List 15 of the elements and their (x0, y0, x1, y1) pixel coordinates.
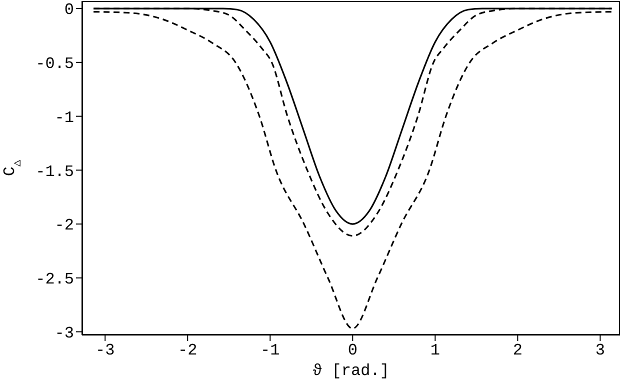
x-tick-label: -1 (260, 341, 280, 360)
x-tick-label: 1 (430, 341, 440, 360)
y-tick-label: -2 (54, 216, 74, 235)
y-tick-label: -1 (54, 108, 74, 127)
y-tick-label: -0.5 (36, 55, 74, 74)
x-axis-title: ϑ [rad.] (312, 362, 390, 380)
x-tick-label: 2 (512, 341, 522, 360)
x-tick-label: -2 (178, 341, 198, 360)
y-tick-label: 0 (64, 1, 74, 20)
y-tick-label: -2.5 (36, 270, 74, 289)
x-tick-label: -3 (96, 341, 115, 360)
x-tick-label: 3 (595, 341, 605, 360)
y-tick-label: -3 (54, 324, 74, 342)
x-tick-label: 0 (348, 341, 358, 360)
y-tick-label: -1.5 (36, 162, 74, 181)
